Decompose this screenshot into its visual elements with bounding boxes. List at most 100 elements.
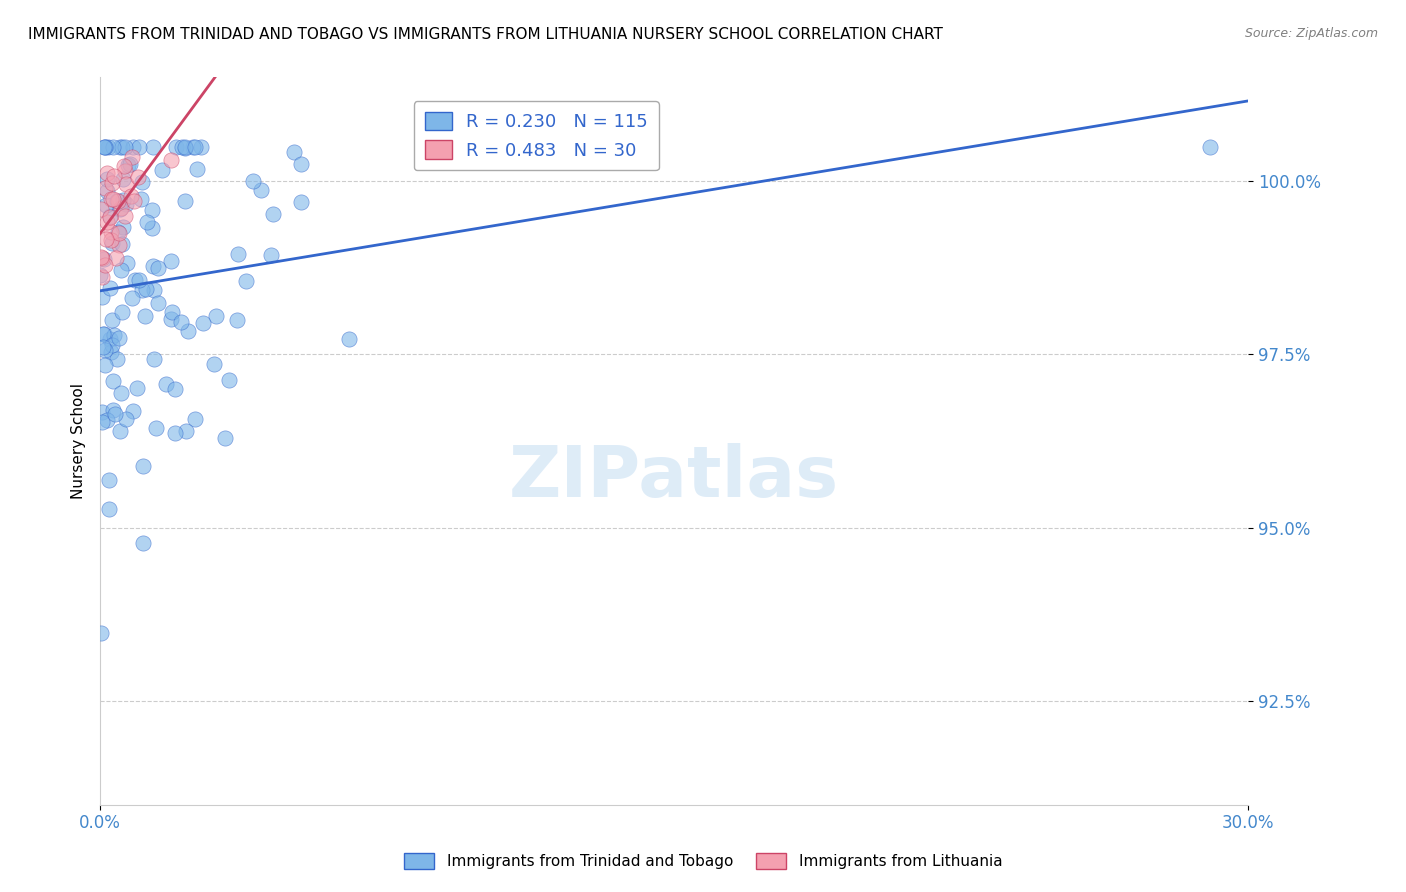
Immigrants from Trinidad and Tobago bbox=[132, 535, 155, 549]
Immigrants from Trinidad and Tobago bbox=[174, 424, 197, 438]
Immigrants from Trinidad and Tobago bbox=[111, 305, 134, 319]
Immigrants from Lithuania bbox=[101, 176, 124, 190]
Immigrants from Trinidad and Tobago bbox=[110, 236, 132, 251]
Immigrants from Trinidad and Tobago bbox=[111, 172, 134, 186]
Immigrants from Trinidad and Tobago bbox=[114, 197, 136, 211]
Immigrants from Trinidad and Tobago bbox=[121, 404, 143, 418]
Legend: Immigrants from Trinidad and Tobago, Immigrants from Lithuania: Immigrants from Trinidad and Tobago, Imm… bbox=[398, 847, 1008, 875]
Immigrants from Trinidad and Tobago bbox=[148, 296, 170, 310]
Immigrants from Trinidad and Tobago bbox=[89, 268, 111, 282]
Immigrants from Lithuania bbox=[96, 165, 118, 179]
Immigrants from Trinidad and Tobago bbox=[131, 284, 153, 298]
Immigrants from Lithuania bbox=[103, 169, 125, 183]
Immigrants from Lithuania bbox=[114, 159, 136, 173]
Immigrants from Trinidad and Tobago bbox=[111, 219, 134, 234]
Immigrants from Trinidad and Tobago bbox=[117, 157, 139, 171]
Immigrants from Trinidad and Tobago bbox=[165, 383, 187, 397]
Immigrants from Trinidad and Tobago bbox=[145, 420, 167, 434]
Immigrants from Trinidad and Tobago bbox=[115, 256, 138, 270]
Immigrants from Lithuania bbox=[114, 177, 136, 191]
Immigrants from Trinidad and Tobago bbox=[110, 139, 132, 153]
Immigrants from Trinidad and Tobago bbox=[94, 198, 117, 212]
Immigrants from Trinidad and Tobago bbox=[170, 315, 193, 329]
Immigrants from Trinidad and Tobago bbox=[136, 215, 159, 229]
Immigrants from Lithuania bbox=[103, 192, 125, 206]
Immigrants from Lithuania bbox=[90, 270, 112, 285]
Immigrants from Trinidad and Tobago bbox=[108, 202, 131, 216]
Immigrants from Trinidad and Tobago bbox=[202, 357, 225, 371]
Immigrants from Lithuania bbox=[94, 181, 117, 195]
Immigrants from Trinidad and Tobago bbox=[108, 424, 131, 438]
Immigrants from Trinidad and Tobago bbox=[165, 425, 187, 440]
Immigrants from Trinidad and Tobago bbox=[104, 407, 127, 421]
Immigrants from Trinidad and Tobago bbox=[190, 139, 212, 153]
Immigrants from Trinidad and Tobago bbox=[97, 502, 120, 516]
Immigrants from Trinidad and Tobago bbox=[103, 327, 125, 342]
Immigrants from Lithuania bbox=[107, 237, 129, 252]
Immigrants from Trinidad and Tobago bbox=[96, 413, 118, 427]
Immigrants from Trinidad and Tobago bbox=[93, 139, 115, 153]
Immigrants from Trinidad and Tobago bbox=[148, 260, 170, 275]
Immigrants from Trinidad and Tobago bbox=[96, 172, 118, 186]
Immigrants from Lithuania bbox=[105, 251, 128, 265]
Immigrants from Trinidad and Tobago bbox=[134, 309, 156, 323]
Text: Source: ZipAtlas.com: Source: ZipAtlas.com bbox=[1244, 27, 1378, 40]
Immigrants from Trinidad and Tobago bbox=[122, 139, 145, 153]
Immigrants from Trinidad and Tobago bbox=[141, 203, 163, 218]
Immigrants from Trinidad and Tobago bbox=[235, 274, 257, 288]
Immigrants from Trinidad and Tobago bbox=[218, 373, 240, 387]
Immigrants from Trinidad and Tobago bbox=[160, 305, 183, 319]
Immigrants from Trinidad and Tobago bbox=[93, 326, 115, 341]
Immigrants from Trinidad and Tobago bbox=[250, 183, 273, 197]
Immigrants from Trinidad and Tobago bbox=[131, 175, 153, 189]
Immigrants from Trinidad and Tobago bbox=[100, 235, 122, 250]
Immigrants from Trinidad and Tobago bbox=[152, 162, 174, 177]
Immigrants from Trinidad and Tobago bbox=[97, 139, 120, 153]
Immigrants from Trinidad and Tobago bbox=[112, 193, 135, 207]
Immigrants from Lithuania bbox=[127, 169, 149, 184]
Immigrants from Trinidad and Tobago bbox=[125, 382, 148, 396]
Immigrants from Trinidad and Tobago bbox=[97, 473, 120, 487]
Immigrants from Trinidad and Tobago bbox=[159, 312, 181, 326]
Immigrants from Trinidad and Tobago bbox=[262, 207, 284, 221]
Immigrants from Trinidad and Tobago bbox=[100, 313, 122, 327]
Immigrants from Trinidad and Tobago bbox=[142, 352, 165, 367]
Immigrants from Trinidad and Tobago bbox=[141, 259, 163, 273]
Immigrants from Trinidad and Tobago bbox=[131, 458, 153, 473]
Immigrants from Trinidad and Tobago bbox=[204, 309, 226, 323]
Immigrants from Trinidad and Tobago bbox=[98, 332, 121, 346]
Immigrants from Trinidad and Tobago bbox=[105, 352, 128, 367]
Immigrants from Lithuania bbox=[107, 194, 129, 208]
Immigrants from Trinidad and Tobago bbox=[129, 192, 152, 206]
Immigrants from Trinidad and Tobago bbox=[93, 139, 115, 153]
Immigrants from Lithuania bbox=[100, 233, 122, 247]
Immigrants from Trinidad and Tobago bbox=[90, 416, 112, 430]
Immigrants from Trinidad and Tobago bbox=[174, 194, 197, 209]
Immigrants from Trinidad and Tobago bbox=[128, 273, 150, 287]
Immigrants from Trinidad and Tobago bbox=[94, 343, 117, 357]
Immigrants from Trinidad and Tobago bbox=[91, 327, 114, 342]
Immigrants from Trinidad and Tobago bbox=[191, 316, 214, 330]
Immigrants from Trinidad and Tobago bbox=[107, 225, 129, 239]
Immigrants from Trinidad and Tobago bbox=[115, 412, 138, 426]
Immigrants from Trinidad and Tobago bbox=[98, 281, 121, 295]
Immigrants from Trinidad and Tobago bbox=[184, 412, 207, 426]
Immigrants from Trinidad and Tobago bbox=[100, 345, 122, 359]
Immigrants from Lithuania bbox=[96, 215, 118, 229]
Immigrants from Lithuania bbox=[90, 250, 112, 264]
Immigrants from Trinidad and Tobago bbox=[91, 405, 114, 419]
Immigrants from Trinidad and Tobago bbox=[114, 139, 136, 153]
Immigrants from Trinidad and Tobago bbox=[290, 157, 312, 171]
Immigrants from Trinidad and Tobago bbox=[91, 290, 114, 304]
Immigrants from Trinidad and Tobago bbox=[225, 313, 247, 327]
Immigrants from Trinidad and Tobago bbox=[186, 162, 208, 177]
Immigrants from Trinidad and Tobago bbox=[143, 283, 166, 297]
Immigrants from Trinidad and Tobago bbox=[173, 141, 195, 155]
Immigrants from Trinidad and Tobago bbox=[155, 376, 177, 391]
Immigrants from Trinidad and Tobago bbox=[226, 246, 249, 260]
Immigrants from Trinidad and Tobago bbox=[242, 173, 264, 187]
Immigrants from Trinidad and Tobago bbox=[110, 386, 132, 401]
Immigrants from Lithuania bbox=[122, 194, 145, 208]
Immigrants from Trinidad and Tobago bbox=[120, 157, 142, 171]
Immigrants from Lithuania bbox=[100, 192, 122, 206]
